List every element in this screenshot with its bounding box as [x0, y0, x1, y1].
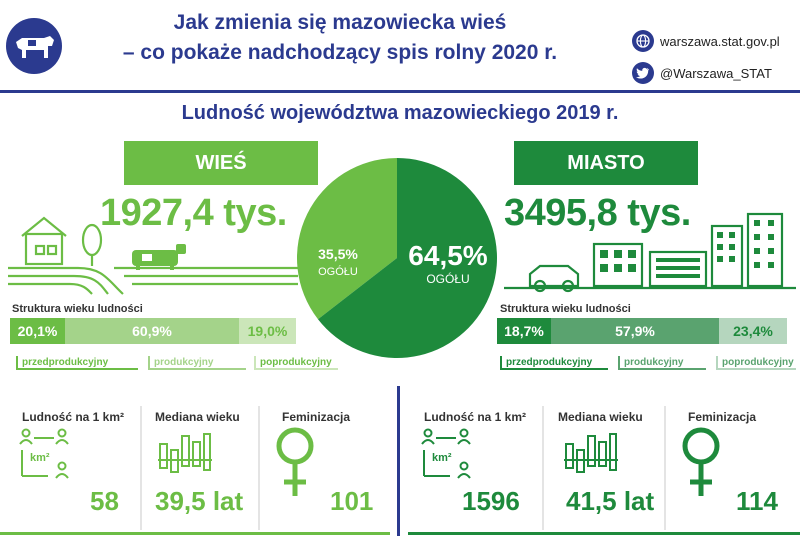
section-subtitle: Ludność województwa mazowieckiego 2019 r… [181, 102, 619, 124]
city-population: 3495,8 tys. [504, 192, 691, 234]
website-link[interactable]: warszawa.stat.gov.pl [632, 30, 780, 52]
page-title: Jak zmienia się mazowiecka wieś – co pok… [80, 8, 600, 68]
twitter-link[interactable]: @Warszawa_STAT [632, 62, 772, 84]
city-density-value: 1596 [462, 486, 520, 516]
city-structure-label: Struktura wieku ludności [500, 303, 631, 315]
city-fem-label: Feminizacja [688, 410, 757, 424]
city-seg-prod: 57,9% [551, 318, 719, 344]
city-seg-post: 23,4% [719, 318, 787, 344]
village-structure-label: Struktura wieku ludności [12, 303, 143, 315]
median-bars-icon [158, 433, 212, 473]
village-tag: WIEŚ [124, 141, 318, 185]
city-fem-value: 114 [736, 486, 778, 516]
median-bars-icon [564, 433, 618, 473]
village-bottom-line [0, 532, 390, 535]
density-icon [19, 428, 69, 479]
cow-logo-icon [6, 18, 62, 74]
village-label-prod: produkcyjny [148, 356, 246, 370]
pie-slice-city [317, 158, 497, 358]
city-seg-pre: 18,7% [497, 318, 551, 344]
village-share-label: OGÓŁU [318, 266, 358, 278]
title-line-1: Jak zmienia się mazowiecka wieś [173, 11, 507, 34]
village-stat-divider-1 [140, 406, 142, 530]
village-seg-post: 19,0% [239, 318, 296, 344]
city-median-value: 41,5 lat [566, 486, 655, 516]
village-seg-pre: 20,1% [10, 318, 65, 344]
twitter-icon [632, 62, 654, 84]
village-stat-divider-2 [258, 406, 260, 530]
village-median-value: 39,5 lat [155, 486, 244, 516]
village-seg-prod: 60,9% [65, 318, 239, 344]
city-density-label: Ludność na 1 km² [424, 410, 527, 424]
city-stat-divider-1 [542, 406, 544, 530]
village-density-value: 58 [90, 486, 119, 516]
female-symbol-icon [276, 427, 314, 496]
city-share-label: OGÓŁU [426, 272, 470, 286]
section-divider [397, 386, 400, 536]
village-label-post: poprodukcyjny [254, 356, 338, 370]
city-tag: MIASTO [514, 141, 698, 185]
density-icon [421, 428, 471, 479]
village-km2-icon-text: km² [30, 452, 50, 464]
city-skyline-icon [504, 212, 796, 293]
village-label-pre: przedprodukcyjny [16, 356, 138, 370]
city-km2-icon-text: km² [432, 452, 452, 464]
village-age-bar: 20,1% 60,9% 19,0% [10, 318, 296, 344]
village-population: 1927,4 tys. [100, 192, 287, 234]
twitter-text[interactable]: @Warszawa_STAT [660, 65, 772, 81]
city-share-pct: 64,5% [408, 240, 488, 271]
city-label-pre: przedprodukcyjny [500, 356, 608, 370]
city-bottom-line [408, 532, 800, 535]
village-landscape-icon [8, 216, 298, 295]
female-symbol-icon [682, 427, 720, 496]
city-label-prod: produkcyjny [618, 356, 706, 370]
village-fem-label: Feminizacja [282, 410, 351, 424]
village-median-label: Mediana wieku [155, 410, 240, 424]
pie-slice-village [297, 158, 397, 320]
header-divider [0, 90, 800, 93]
city-age-bar: 18,7% 57,9% 23,4% [497, 318, 787, 344]
city-label-post: poprodukcyjny [716, 356, 796, 370]
population-pie-chart [297, 158, 497, 358]
village-density-label: Ludność na 1 km² [22, 410, 125, 424]
city-stat-divider-2 [664, 406, 666, 530]
village-share-pct: 35,5% [318, 246, 358, 262]
website-text[interactable]: warszawa.stat.gov.pl [660, 33, 780, 49]
title-line-2: – co pokaże nadchodzący spis rolny 2020 … [122, 41, 558, 64]
globe-icon [632, 30, 654, 52]
city-median-label: Mediana wieku [558, 410, 643, 424]
village-fem-value: 101 [330, 486, 374, 516]
